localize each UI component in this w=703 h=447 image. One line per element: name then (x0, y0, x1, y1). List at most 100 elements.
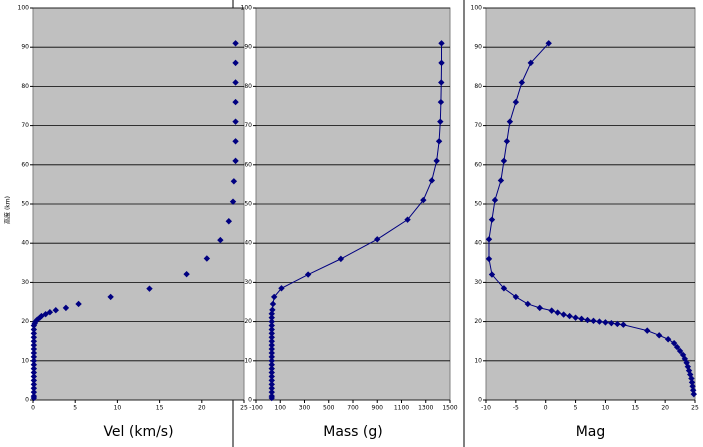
point (232, 157, 239, 165)
point (488, 271, 496, 278)
point (232, 40, 239, 47)
point (232, 118, 239, 125)
point (30, 361, 38, 368)
point (268, 341, 275, 349)
point (438, 79, 445, 86)
x-tick-label: 1100 (394, 405, 409, 412)
point (268, 369, 275, 376)
x-tick-label: 5 (574, 405, 578, 412)
point (268, 373, 275, 380)
point (278, 285, 285, 292)
point (268, 377, 275, 384)
y-tick-label: 90 (244, 44, 252, 51)
point (268, 334, 275, 341)
x-tick-label: -100 (249, 405, 263, 412)
x-tick-label: 25 (240, 405, 248, 412)
point (30, 357, 38, 364)
y-tick-label: 100 (241, 5, 253, 12)
point (518, 79, 526, 86)
point (438, 40, 445, 47)
y-tick-label: 0 (248, 397, 252, 404)
x-tick-label: -10 (481, 405, 491, 412)
point (30, 326, 38, 333)
point (488, 216, 496, 223)
y-tick-label: 40 (244, 240, 252, 247)
point (203, 255, 211, 262)
y-tick-label: 50 (21, 201, 29, 208)
point (30, 381, 38, 388)
point (30, 388, 38, 396)
x-tick-label: 0 (544, 405, 548, 412)
point (30, 349, 38, 357)
y-tick-label: 80 (474, 83, 482, 90)
x-tick-label: 1500 (442, 405, 457, 412)
x-tick-label: 0 (31, 405, 35, 412)
point (268, 322, 275, 329)
point (428, 177, 436, 184)
point (596, 318, 603, 325)
y-tick-label: 90 (474, 44, 482, 51)
point (268, 353, 275, 361)
point (30, 338, 38, 345)
point (268, 318, 275, 325)
point (560, 311, 567, 318)
y-tick-label: 0 (25, 397, 29, 404)
point (500, 157, 508, 165)
x-tick-label: 700 (347, 405, 359, 412)
y-tick-label: 30 (21, 279, 29, 286)
point (268, 357, 275, 364)
point (75, 300, 82, 308)
y-tick-label: 50 (244, 201, 252, 208)
point (438, 59, 445, 67)
point (268, 361, 275, 368)
x-tick-label: 900 (372, 405, 384, 412)
point (602, 319, 609, 326)
point (268, 349, 275, 357)
x-tick-label: 500 (323, 405, 335, 412)
y-tick-label: 70 (244, 122, 252, 129)
point (268, 314, 275, 321)
point (512, 293, 520, 301)
point (620, 321, 627, 328)
point (689, 383, 696, 390)
point (304, 271, 312, 278)
x-axis-label: Mag (576, 424, 606, 440)
point (146, 285, 153, 292)
point (664, 336, 672, 343)
point (268, 388, 275, 396)
x-tick-label: 20 (661, 405, 669, 412)
point (30, 373, 38, 380)
y-tick-label: 20 (21, 318, 29, 325)
point (655, 332, 663, 339)
point (437, 118, 444, 125)
y-tick-label: 70 (21, 122, 29, 129)
x-tick-label: 5 (73, 405, 77, 412)
point (584, 316, 591, 324)
point (30, 330, 38, 337)
x-tick-label: 300 (299, 405, 311, 412)
point (524, 300, 531, 308)
y-tick-label: 40 (21, 240, 29, 247)
point (670, 339, 678, 347)
point (268, 381, 275, 388)
y-tick-label: 80 (21, 83, 29, 90)
point (268, 385, 275, 392)
point (644, 327, 651, 334)
point (404, 216, 411, 223)
y-tick-label: 20 (474, 318, 482, 325)
point (30, 334, 38, 341)
point (690, 390, 698, 398)
point (268, 310, 275, 317)
y-tick-label: 60 (474, 161, 482, 168)
y-tick-label: 30 (474, 279, 482, 286)
point (684, 363, 692, 370)
point (230, 178, 238, 185)
point (688, 379, 696, 386)
point (30, 394, 38, 402)
point (608, 319, 615, 327)
x-tick-label: 20 (198, 405, 206, 412)
point (435, 138, 443, 145)
point (485, 255, 493, 263)
point (433, 157, 440, 165)
point (30, 385, 38, 392)
